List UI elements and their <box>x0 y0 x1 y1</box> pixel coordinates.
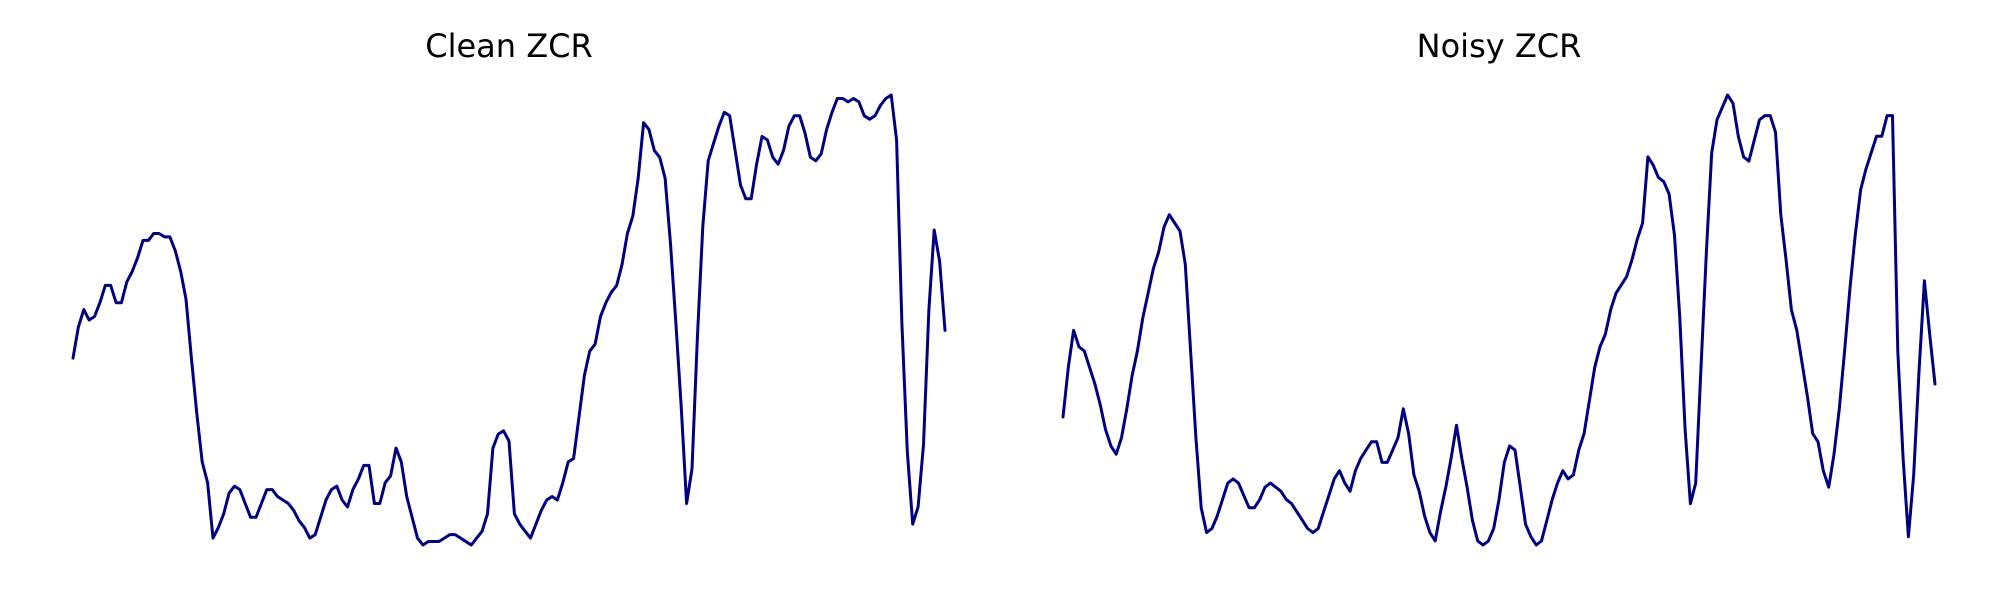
clean-zcr-title: Clean ZCR <box>425 27 592 65</box>
noisy-zcr-panel: Noisy ZCR <box>1061 27 1937 547</box>
noisy-zcr-title: Noisy ZCR <box>1417 27 1582 65</box>
noisy-zcr-line <box>1061 93 1937 547</box>
clean-zcr-panel: Clean ZCR <box>71 27 947 547</box>
clean-zcr-line <box>71 93 947 547</box>
